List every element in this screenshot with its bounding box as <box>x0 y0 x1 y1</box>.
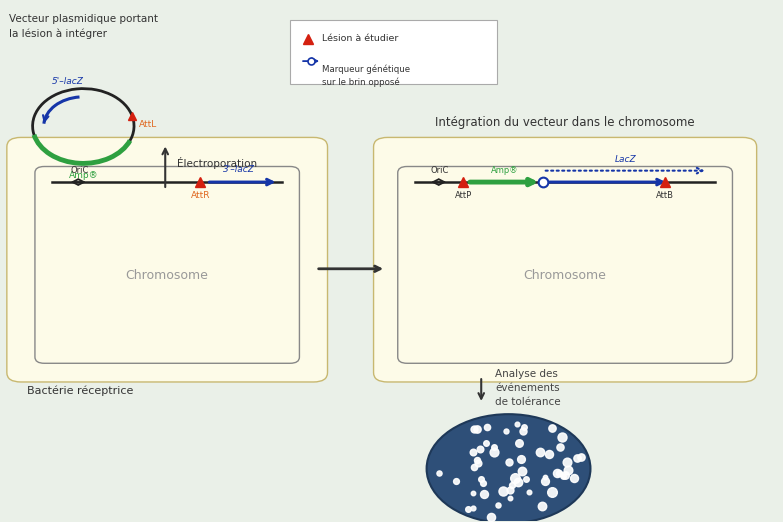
Text: Intégration du vecteur dans le chromosome: Intégration du vecteur dans le chromosom… <box>435 115 695 128</box>
FancyBboxPatch shape <box>35 167 299 363</box>
Text: Marqueur génétique
sur le brin opposé: Marqueur génétique sur le brin opposé <box>322 64 410 87</box>
Text: OriC: OriC <box>70 167 88 175</box>
Text: Amp®: Amp® <box>490 167 518 175</box>
FancyBboxPatch shape <box>373 137 756 382</box>
Text: LacZ: LacZ <box>615 156 636 164</box>
Text: AttB: AttB <box>655 192 673 200</box>
FancyBboxPatch shape <box>290 19 497 85</box>
FancyBboxPatch shape <box>398 167 732 363</box>
Text: Lésion à étudier: Lésion à étudier <box>322 34 399 43</box>
Text: AttR: AttR <box>190 192 210 200</box>
Text: 5'–lacZ: 5'–lacZ <box>52 77 84 86</box>
FancyBboxPatch shape <box>7 137 327 382</box>
Text: Vecteur plasmidique portant
la lésion à intégrer: Vecteur plasmidique portant la lésion à … <box>9 15 158 39</box>
Text: Bactérie réceptrice: Bactérie réceptrice <box>27 386 134 396</box>
Text: Amp®: Amp® <box>68 171 98 180</box>
Text: Analyse des
événements
de tolérance: Analyse des événements de tolérance <box>496 369 561 407</box>
Text: AttL: AttL <box>139 121 157 129</box>
Text: Électroporation: Électroporation <box>177 158 257 169</box>
Ellipse shape <box>427 414 590 522</box>
Text: Chromosome: Chromosome <box>126 269 208 282</box>
Text: OriC: OriC <box>431 167 449 175</box>
Text: Chromosome: Chromosome <box>524 269 607 282</box>
Text: AttP: AttP <box>455 192 472 200</box>
Text: 3'–lacZ: 3'–lacZ <box>223 165 255 174</box>
